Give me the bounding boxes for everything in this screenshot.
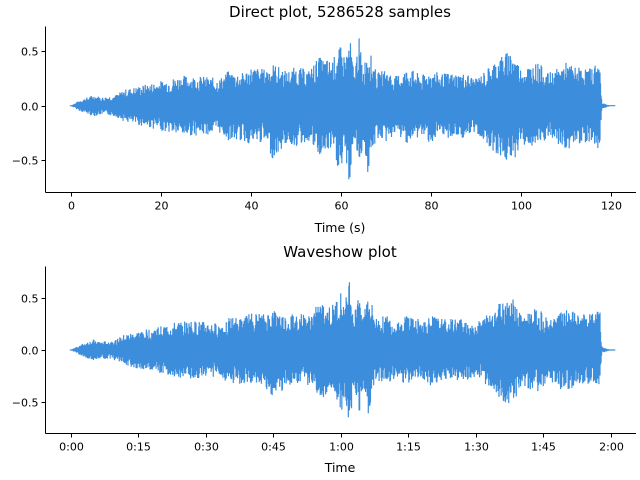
direct-plot-y-tick-label: −0.5	[12, 155, 39, 168]
direct-plot-area	[69, 38, 616, 180]
waveshow-plot-x-tick-label: 2:00	[599, 441, 624, 454]
direct-plot-x-tick-label: 100	[511, 200, 532, 213]
direct-plot-title: Direct plot, 5286528 samples	[229, 3, 451, 21]
direct-plot-axes: Direct plot, 5286528 samples 0 20 40 60 80 10…	[12, 3, 636, 235]
waveshow-plot-x-tick-label: 0:30	[194, 441, 219, 454]
direct-plot-x-axis-label: Time (s)	[314, 220, 366, 235]
direct-plot-x-tick-label: 0	[68, 200, 75, 213]
waveshow-plot-x-tick-label: 1:15	[396, 441, 421, 454]
direct-plot-y-tick-label: 0.0	[21, 101, 39, 114]
waveshow-plot-y-tick-label: −0.5	[12, 397, 39, 410]
waveshow-plot-waveform	[69, 282, 616, 418]
waveshow-plot-x-tick-label: 1:30	[464, 441, 489, 454]
direct-plot-x-ticks: 0 20 40 60 80 100 120	[68, 192, 622, 213]
waveshow-plot-area	[69, 282, 616, 418]
direct-plot-x-tick-label: 80	[425, 200, 439, 213]
waveshow-plot-title: Waveshow plot	[283, 243, 397, 261]
waveshow-plot-x-tick-label: 0:15	[126, 441, 151, 454]
waveshow-plot-y-tick-label: 0.0	[21, 345, 39, 358]
direct-plot-x-tick-label: 40	[245, 200, 259, 213]
waveshow-plot-y-ticks: −0.5 0.0 0.5	[12, 293, 46, 410]
direct-plot-x-tick-label: 120	[601, 200, 622, 213]
waveshow-plot-x-axis-label: Time	[324, 460, 356, 475]
waveshow-plot-x-tick-label: 0:00	[59, 441, 84, 454]
waveshow-plot-x-tick-label: 1:45	[531, 441, 556, 454]
waveshow-plot-y-tick-label: 0.5	[21, 293, 39, 306]
direct-plot-x-tick-label: 20	[155, 200, 169, 213]
direct-plot-waveform	[69, 38, 616, 180]
waveshow-plot-x-tick-label: 1:00	[329, 441, 354, 454]
waveshow-plot-x-tick-label: 0:45	[261, 441, 286, 454]
waveshow-plot-axes: Waveshow plot 0:00 0:15 0:30 0:45 1:00 1:15 1:…	[12, 243, 636, 475]
direct-plot-y-ticks: −0.5 0.0 0.5	[12, 46, 46, 168]
direct-plot-y-tick-label: 0.5	[21, 46, 39, 59]
direct-plot-x-tick-label: 60	[335, 200, 349, 213]
waveshow-plot-x-ticks: 0:00 0:15 0:30 0:45 1:00 1:15 1:30 1:45 2:00	[59, 433, 624, 454]
